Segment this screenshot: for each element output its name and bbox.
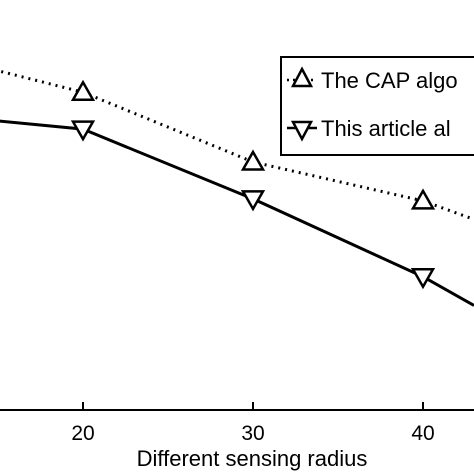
legend-label-article: This article al [321, 116, 451, 141]
series-1-marker-20 [70, 120, 96, 142]
legend: The CAP algo This article al [280, 56, 474, 156]
legend-item-cap: The CAP algo [287, 66, 458, 93]
x-tick-label-20: 20 [71, 422, 94, 445]
series-1-marker-40 [410, 268, 436, 290]
x-axis-title: Different sensing radius [137, 446, 368, 471]
series-layer [0, 69, 474, 307]
legend-triangle-down-icon [290, 120, 314, 142]
legend-box [280, 56, 474, 156]
legend-label-cap: The CAP algo [321, 68, 458, 93]
legend-triangle-up-icon [290, 66, 314, 88]
x-axis-ticks: 20 30 40 [71, 402, 435, 445]
x-tick-label-30: 30 [241, 422, 264, 445]
x-tick-label-40: 40 [411, 422, 434, 445]
legend-item-article: This article al [287, 116, 451, 142]
series-1-marker-30 [240, 190, 266, 212]
series-0-marker-30 [240, 149, 266, 171]
plot-area: 20 30 40 [0, 69, 474, 445]
series-0-marker-40 [410, 188, 436, 210]
series-0-marker-20 [70, 79, 96, 101]
